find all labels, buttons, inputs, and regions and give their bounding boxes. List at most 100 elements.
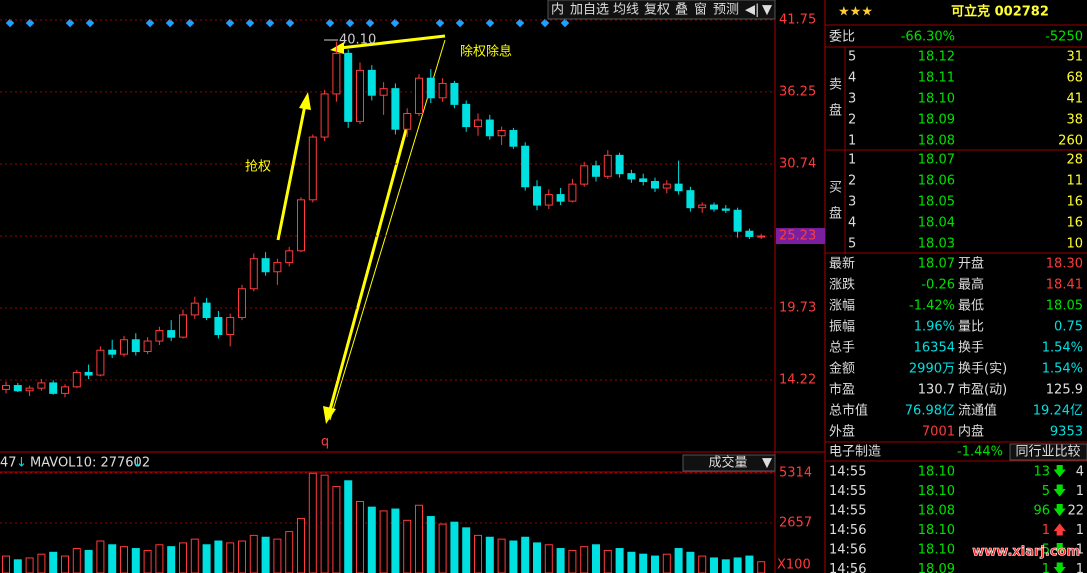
candle-body	[143, 340, 152, 353]
y-tick-label: 19.73	[779, 300, 816, 315]
volume-bar	[450, 521, 459, 573]
stat-label: 最低	[958, 299, 984, 314]
volume-bar	[710, 557, 718, 573]
toolbar-button[interactable]: 加自选	[570, 3, 609, 18]
stat-value: 1.54%	[1042, 341, 1083, 356]
tick-volume: 13	[1033, 465, 1050, 480]
direction-arrow: 🡇	[1053, 465, 1066, 480]
candle-body	[462, 103, 471, 128]
stat-value: -1.42%	[909, 299, 955, 314]
compare-button[interactable]	[1009, 443, 1087, 461]
stat-value: 7001	[922, 425, 955, 440]
candle-body	[544, 194, 553, 206]
volume-bar	[143, 549, 152, 573]
event-marker	[325, 18, 335, 28]
volume-bar	[261, 536, 270, 573]
stat-value: 18.41	[1046, 278, 1083, 293]
candle-body	[391, 88, 400, 130]
weibi-value: -5250	[1045, 30, 1083, 45]
candle-body	[485, 119, 494, 137]
event-marker	[455, 18, 465, 28]
volume-bar	[356, 500, 364, 573]
toolbar-icon[interactable]: ▼	[762, 3, 772, 18]
stat-label: 换手(实)	[958, 362, 1007, 377]
candle-body	[226, 317, 235, 336]
volume-bar	[391, 508, 400, 573]
high-label: 40.10	[339, 33, 376, 48]
volume-bar	[332, 485, 341, 573]
tick-volume: 96	[1033, 504, 1050, 519]
book-price: 18.03	[918, 237, 955, 252]
volume-legend: MAVOL10: 277602	[30, 456, 150, 471]
book-level: 2	[848, 113, 856, 128]
volume-bar	[592, 544, 600, 573]
candle-body	[108, 349, 117, 355]
stat-value: 1.96%	[914, 320, 955, 335]
book-price: 18.10	[918, 92, 955, 107]
y-tick-label: 36.25	[779, 84, 816, 99]
book-volume: 16	[1066, 195, 1083, 210]
volume-unit: X100	[777, 558, 811, 573]
stat-value: 18.07	[918, 257, 955, 272]
volume-bar	[674, 548, 683, 573]
y-tick-label: 14.22	[779, 373, 816, 388]
volume-bar	[556, 548, 565, 573]
candle-body	[238, 288, 246, 319]
y-tick-label: 41.75	[779, 13, 816, 28]
book-label: 盘	[829, 206, 842, 222]
book-level: 2	[848, 174, 856, 189]
stat-label: 最新	[829, 256, 855, 272]
stat-value: 2990万	[909, 362, 955, 377]
candle-body	[403, 113, 412, 130]
toolbar-button[interactable]: 叠	[675, 3, 688, 18]
volume-bar	[285, 531, 294, 573]
stat-label: 振幅	[829, 320, 855, 335]
tick-price: 18.09	[918, 562, 955, 573]
candle-body	[568, 183, 577, 202]
book-price: 18.05	[918, 195, 955, 210]
book-level: 1	[848, 134, 856, 149]
toolbar-button[interactable]: 内	[551, 2, 564, 18]
volume-bar	[698, 555, 707, 573]
volume-bar	[37, 553, 46, 573]
stock-name: 可立克 002782	[951, 4, 1049, 20]
stat-label: 市盈	[829, 382, 855, 398]
volume-bar	[96, 540, 105, 573]
toolbar-button[interactable]: 窗	[694, 2, 707, 18]
volume-bar	[84, 549, 93, 573]
book-volume: 31	[1066, 50, 1083, 65]
tick-count: 1	[1076, 562, 1084, 573]
volume-bar	[627, 551, 636, 573]
watermark: www.xiarj.com	[972, 545, 1080, 560]
stat-value: -0.26	[921, 278, 955, 293]
candle-body	[61, 386, 69, 394]
volume-bar	[179, 542, 187, 573]
candle-body	[438, 82, 447, 99]
indicator-selector[interactable]	[682, 454, 776, 472]
volume-bar	[72, 548, 81, 573]
volume-bar	[509, 540, 518, 573]
annotation: 除权除息	[460, 44, 512, 60]
toolbar-button[interactable]: 预测	[713, 3, 739, 18]
compare-label[interactable]: 同行业比较	[1015, 445, 1080, 460]
direction-arrow: 🡇	[1053, 484, 1066, 499]
candle-body	[249, 258, 258, 290]
book-price: 18.11	[918, 71, 955, 86]
toolbar-button[interactable]: 均线	[613, 3, 639, 18]
volume-bar	[226, 542, 235, 573]
candle-body	[757, 235, 766, 238]
tick-volume: 1	[1042, 523, 1050, 538]
volume-bar	[745, 555, 754, 573]
toolbar-icon: ◀|	[745, 3, 759, 18]
stat-label: 金额	[829, 361, 855, 377]
toolbar-button[interactable]: 复权	[644, 2, 670, 18]
indicator-name[interactable]: 成交量	[708, 455, 747, 471]
book-level: 5	[848, 237, 856, 252]
volume-bar	[379, 510, 388, 573]
stat-value: 9353	[1050, 425, 1083, 440]
tick-count: 1	[1076, 484, 1084, 499]
volume-bar	[426, 516, 435, 573]
volume-bar	[320, 474, 329, 573]
